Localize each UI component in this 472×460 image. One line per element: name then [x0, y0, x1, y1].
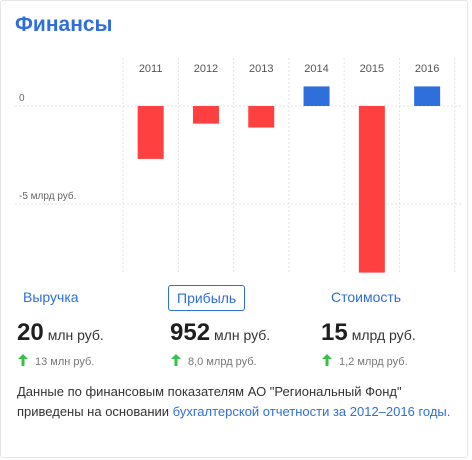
stat-value: 15 — [321, 319, 348, 346]
section-title: Финансы — [15, 13, 113, 36]
metric-tabs: Выручка Прибыль Стоимость — [1, 285, 469, 315]
stat-value-cost: 15 млрд руб. 1,2 млрд руб. — [321, 319, 471, 368]
bar-2014 — [303, 86, 330, 106]
stat-revenue: 20 млн руб. 13 млн руб. — [17, 319, 167, 368]
note-text: Данные по финансовым показателям АО "Рег… — [17, 384, 402, 419]
arrow-up-icon — [171, 354, 181, 366]
x-tick-label: 2013 — [249, 63, 273, 75]
tab-profit[interactable]: Прибыль — [168, 285, 246, 311]
stat-unit: млрд руб. — [351, 327, 416, 343]
x-tick-label: 2015 — [360, 63, 384, 75]
profit-chart: 0 -5 млрд руб. 2011 2012 2013 2014 2015 2016 — [15, 58, 463, 273]
stat-profit: 952 млн руб. 8,0 млрд руб. — [170, 319, 320, 368]
stat-change: 8,0 млрд руб. — [188, 356, 257, 368]
data-source-note: Данные по финансовым показателям АО "Рег… — [17, 382, 457, 422]
stat-value: 952 — [170, 319, 211, 346]
stat-unit: млн руб. — [47, 327, 104, 343]
accounting-report-link[interactable]: бухгалтерской отчетности за 2012–2016 го… — [172, 404, 451, 419]
x-tick-label: 2014 — [304, 63, 328, 75]
x-tick-label: 2016 — [415, 63, 439, 75]
stats-row: 20 млн руб. 13 млн руб. 952 млн руб. 8,0 м… — [1, 319, 469, 374]
stat-change: 1,2 млрд руб. — [339, 356, 408, 368]
stat-unit: млн руб. — [214, 327, 271, 343]
x-tick-label: 2012 — [194, 63, 218, 75]
bar-2015 — [358, 106, 385, 273]
arrow-up-icon — [18, 354, 28, 366]
y-tick-label: -5 млрд руб. — [19, 190, 76, 202]
tab-revenue[interactable]: Выручка — [23, 289, 79, 305]
bar-2012 — [192, 106, 219, 124]
arrow-up-icon — [322, 354, 332, 366]
stat-value: 20 — [17, 319, 44, 346]
bar-2011 — [137, 106, 164, 159]
bar-2016 — [414, 86, 441, 106]
y-tick-label: 0 — [19, 93, 25, 104]
stat-change: 13 млн руб. — [35, 356, 95, 368]
bar-2013 — [248, 106, 275, 128]
x-tick-label: 2011 — [139, 63, 163, 75]
tab-value[interactable]: Стоимость — [331, 289, 402, 305]
